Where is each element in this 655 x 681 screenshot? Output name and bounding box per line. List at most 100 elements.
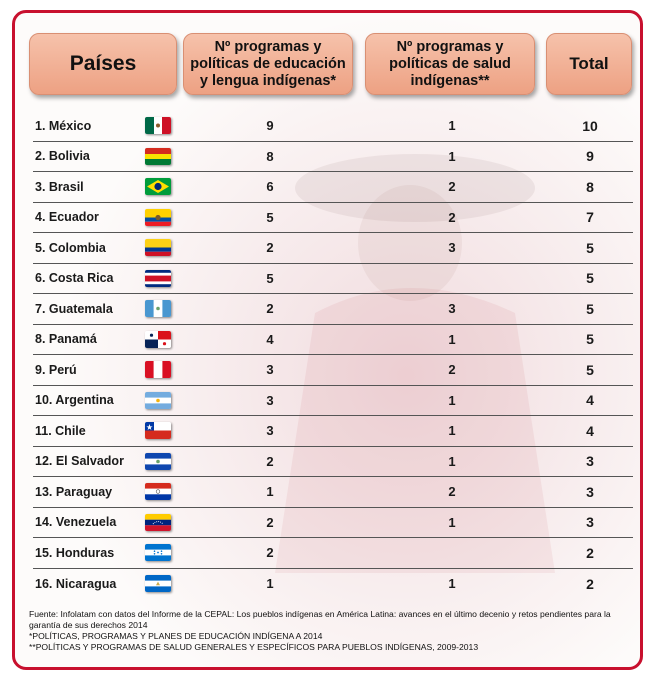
flag-cell	[145, 477, 171, 507]
flag-cell	[145, 111, 171, 141]
flag-cell	[145, 172, 171, 202]
health-count: 1	[448, 423, 456, 439]
education-footnote: *POLÍTICAS, PROGRAMAS Y PLANES DE EDUCAC…	[29, 631, 323, 641]
education-count: 5	[266, 270, 274, 286]
flag-cell	[145, 508, 171, 538]
health-count: 2	[448, 209, 456, 225]
table-row: 13. Paraguay 1 2 3	[33, 477, 633, 508]
header-health-programs: Nº programas y políticas de salud indíge…	[365, 33, 535, 95]
total-count: 9	[586, 148, 594, 165]
guatemala-flag-icon	[145, 300, 171, 318]
health-count: 2	[448, 484, 456, 500]
header-paises-label: Países	[69, 52, 137, 75]
country-name: 15. Honduras	[35, 545, 115, 560]
chile-flag-icon	[145, 422, 171, 440]
header-total: Total	[546, 33, 632, 95]
total-count: 2	[586, 544, 594, 561]
country-name: 8. Panamá	[35, 332, 97, 347]
education-count: 4	[266, 331, 274, 347]
nicaragua-flag-icon	[145, 575, 171, 593]
education-count: 9	[266, 118, 274, 134]
table-row: 1. México 9 1 10	[33, 111, 633, 142]
health-count: 2	[448, 362, 456, 378]
table-row: 11. Chile 3 1 4	[33, 416, 633, 447]
total-count: 5	[586, 300, 594, 317]
education-count: 1	[266, 484, 274, 500]
health-count: 1	[448, 331, 456, 347]
table-row: 9. Perú 3 2 5	[33, 355, 633, 386]
costa-rica-flag-icon	[145, 269, 171, 287]
country-name: 4. Ecuador	[35, 210, 99, 225]
country-table: 1. México 9 1 10 2. Bolivia 8 1 9 3. Brasil 6 2 8 4.…	[33, 111, 633, 599]
total-count: 5	[586, 270, 594, 287]
health-count: 1	[448, 576, 456, 592]
venezuela-flag-icon	[145, 513, 171, 531]
flag-cell	[145, 142, 171, 172]
table-row: 5. Colombia 2 3 5	[33, 233, 633, 264]
table-row: 15. Honduras 2 2	[33, 538, 633, 569]
health-count: 1	[448, 514, 456, 530]
education-count: 2	[266, 453, 274, 469]
health-count: 3	[448, 240, 456, 256]
total-count: 2	[586, 575, 594, 592]
total-count: 4	[586, 422, 594, 439]
honduras-flag-icon	[145, 544, 171, 562]
table-row: 8. Panamá 4 1 5	[33, 325, 633, 355]
education-count: 5	[266, 209, 274, 225]
country-name: 12. El Salvador	[35, 454, 124, 469]
source-note: Fuente: Infolatam con datos del Informe …	[29, 609, 611, 630]
flag-cell	[145, 447, 171, 477]
country-name: 5. Colombia	[35, 240, 106, 255]
country-name: 16. Nicaragua	[35, 576, 117, 591]
health-count: 2	[448, 179, 456, 195]
header-health-label: Nº programas y políticas de salud indíge…	[389, 38, 511, 89]
health-count: 1	[448, 453, 456, 469]
total-count: 3	[586, 483, 594, 500]
table-row: 10. Argentina 3 1 4	[33, 386, 633, 416]
flag-cell	[145, 264, 171, 294]
flag-cell	[145, 203, 171, 233]
table-row: 3. Brasil 6 2 8	[33, 172, 633, 203]
total-count: 5	[586, 239, 594, 256]
header-education-label: Nº programas y políticas de educación y …	[190, 38, 346, 89]
total-count: 8	[586, 178, 594, 195]
table-row: 12. El Salvador 2 1 3	[33, 447, 633, 477]
total-count: 5	[586, 361, 594, 378]
paraguay-flag-icon	[145, 483, 171, 501]
flag-cell	[145, 416, 171, 446]
education-count: 3	[266, 362, 274, 378]
total-count: 4	[586, 392, 594, 409]
table-row: 4. Ecuador 5 2 7	[33, 203, 633, 233]
infographic-frame: Países Nº programas y políticas de educa…	[12, 10, 643, 670]
colombia-flag-icon	[145, 239, 171, 257]
education-count: 3	[266, 423, 274, 439]
education-count: 2	[266, 301, 274, 317]
bolivia-flag-icon	[145, 147, 171, 165]
flag-cell	[145, 569, 171, 600]
peru-flag-icon	[145, 361, 171, 379]
education-count: 2	[266, 545, 274, 561]
country-name: 13. Paraguay	[35, 484, 113, 499]
country-name: 14. Venezuela	[35, 515, 117, 530]
country-name: 10. Argentina	[35, 393, 114, 408]
health-count: 1	[448, 148, 456, 164]
country-name: 7. Guatemala	[35, 301, 113, 316]
brazil-flag-icon	[145, 178, 171, 196]
education-count: 2	[266, 240, 274, 256]
total-count: 5	[586, 331, 594, 348]
country-name: 9. Perú	[35, 362, 77, 377]
health-count	[440, 264, 464, 294]
argentina-flag-icon	[145, 391, 171, 409]
header-paises: Países	[29, 33, 177, 95]
table-row: 6. Costa Rica 5 5	[33, 264, 633, 294]
flag-cell	[145, 386, 171, 416]
mexico-flag-icon	[145, 117, 171, 135]
header-education-programs: Nº programas y políticas de educación y …	[183, 33, 353, 95]
table-row: 14. Venezuela 2 1 3	[33, 508, 633, 538]
el-salvador-flag-icon	[145, 452, 171, 470]
flag-cell	[145, 325, 171, 355]
education-count: 2	[266, 514, 274, 530]
country-name: 3. Brasil	[35, 179, 84, 194]
health-count: 1	[448, 118, 456, 134]
panama-flag-icon	[145, 330, 171, 348]
